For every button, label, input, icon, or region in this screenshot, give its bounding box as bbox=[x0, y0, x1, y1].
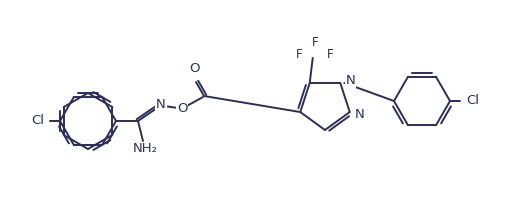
Text: F: F bbox=[327, 48, 333, 62]
Text: O: O bbox=[177, 102, 187, 114]
Text: O: O bbox=[190, 62, 200, 75]
Text: N: N bbox=[156, 98, 166, 111]
Text: Cl: Cl bbox=[466, 95, 479, 108]
Text: NH₂: NH₂ bbox=[132, 141, 157, 154]
Text: N: N bbox=[345, 75, 355, 87]
Text: F: F bbox=[296, 48, 303, 62]
Text: N: N bbox=[354, 108, 364, 121]
Text: F: F bbox=[311, 36, 318, 49]
Text: Cl: Cl bbox=[31, 114, 44, 127]
